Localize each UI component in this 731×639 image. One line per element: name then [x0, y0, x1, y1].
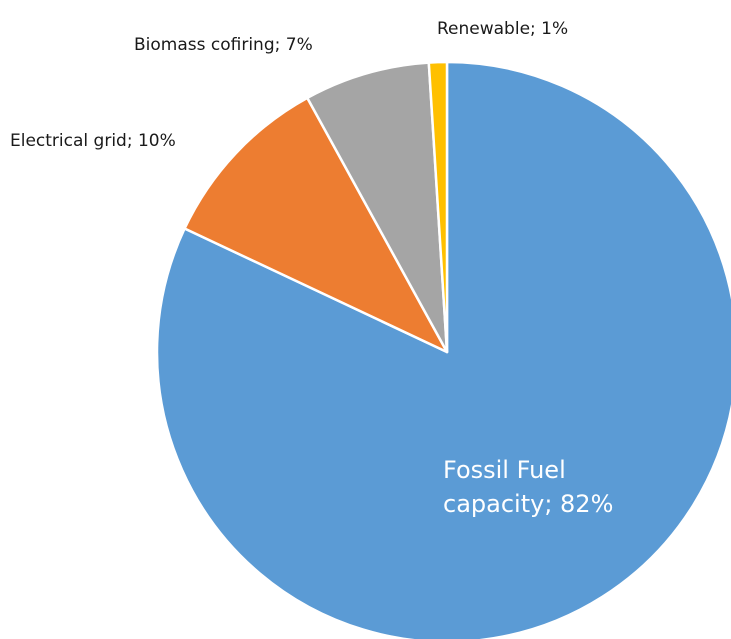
pie-slice-renewable: [427, 60, 449, 354]
pie-slices: [155, 60, 731, 639]
slice-label-electrical-grid: Electrical grid; 10%: [10, 131, 176, 151]
slice-label-line: capacity; 82%: [443, 490, 613, 518]
slice-label-line: Fossil Fuel: [443, 456, 566, 484]
pie-slice-electrical-grid: [183, 96, 449, 354]
slice-label-biomass-cofiring: Biomass cofiring; 7%: [134, 35, 313, 55]
pie-labels: Fossil Fuel capacity; 82% Electrical grid;…: [10, 19, 613, 518]
slice-label-renewable: Renewable; 1%: [437, 19, 568, 39]
slice-label-fossil-fuel-capacity: Fossil Fuel capacity; 82%: [443, 456, 613, 518]
pie-slice-fossil-fuel-capacity: [155, 60, 731, 639]
pie-slice-biomass-cofiring: [306, 61, 449, 354]
